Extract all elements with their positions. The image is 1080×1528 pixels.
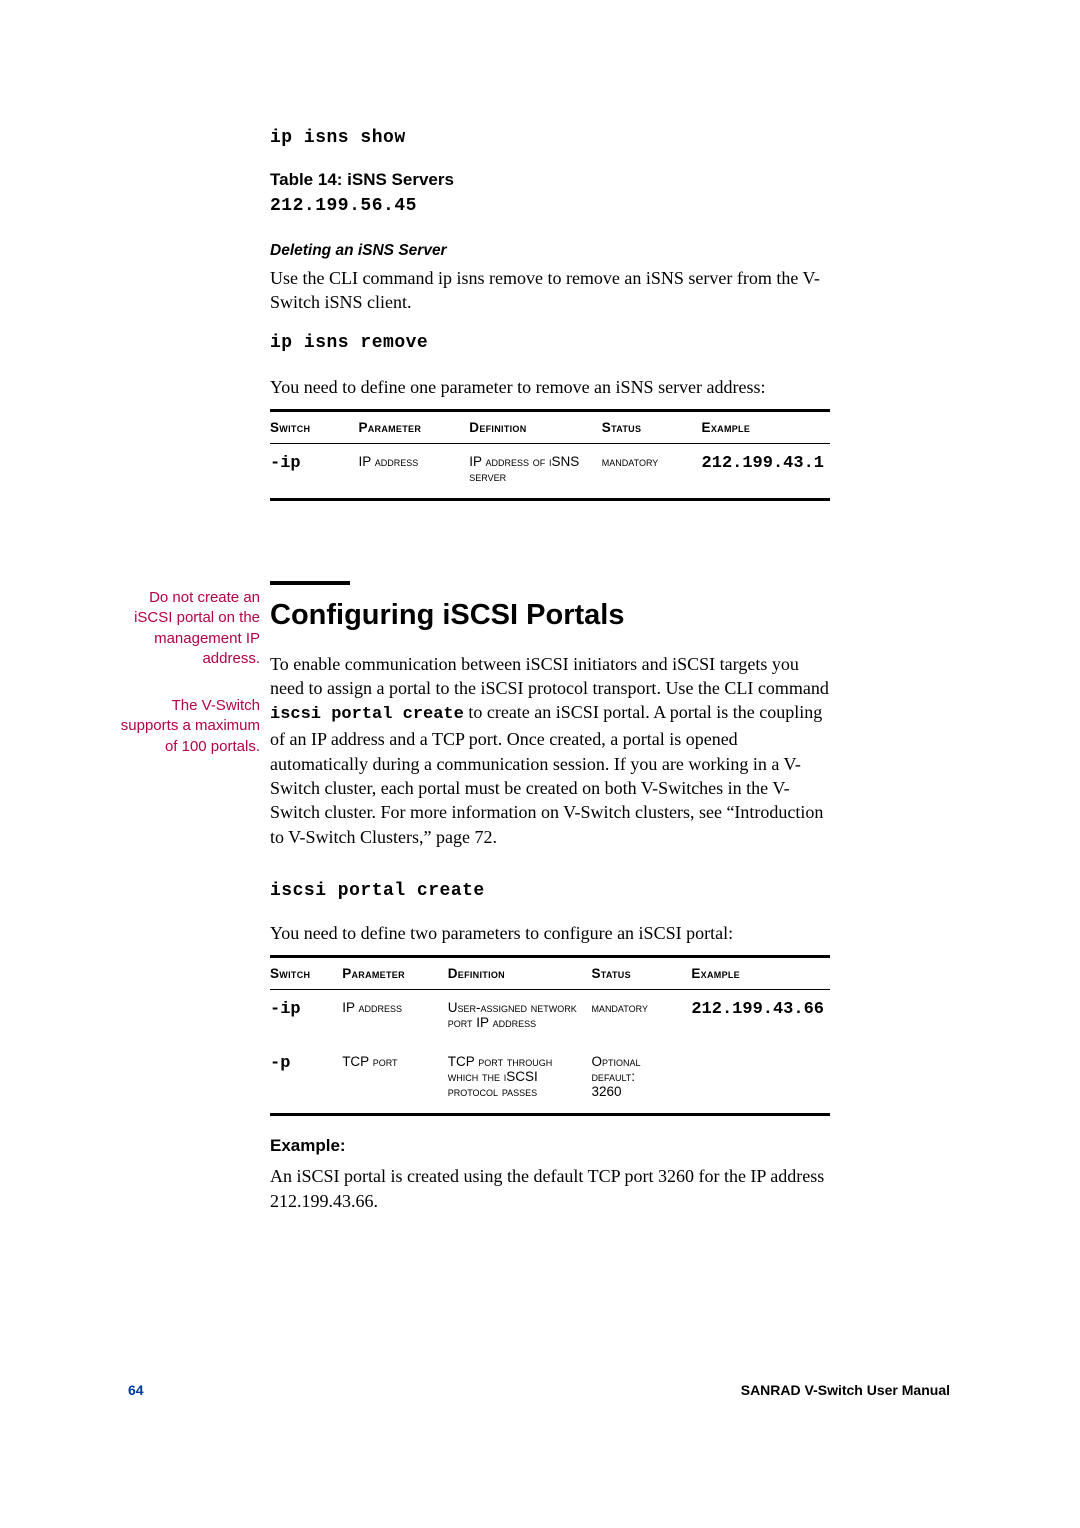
cell-switch: -ip [270,443,358,499]
cell-parameter: TCP port [342,1044,448,1115]
col-parameter: Parameter [342,957,448,990]
table-row: -ip IP address IP address of iSNS server… [270,443,830,499]
page: ip isns show Table 14: iSNS Servers 212.… [0,0,1080,1528]
main-content: ip isns show Table 14: iSNS Servers 212.… [270,128,830,1213]
cell-definition: User-assigned network port IP address [448,990,592,1045]
col-status: Status [591,957,691,990]
col-definition: Definition [448,957,592,990]
col-status: Status [602,410,702,443]
deleting-isns-para2: You need to define one parameter to remo… [270,375,830,399]
col-definition: Definition [469,410,602,443]
cell-definition: IP address of iSNS server [469,443,602,499]
param-table-isns-remove: Switch Parameter Definition Status Examp… [270,409,830,501]
cli-iscsi-portal-create: iscsi portal create [270,881,830,901]
section-para2: You need to define two parameters to con… [270,921,830,945]
page-footer: 64 SANRAD V-Switch User Manual [128,1382,950,1398]
cell-parameter: IP address [358,443,469,499]
cell-parameter: IP address [342,990,448,1045]
cell-status: Optional default: 3260 [591,1044,691,1115]
table14-value: 212.199.56.45 [270,196,830,216]
table-row: -p TCP port TCP port through which the i… [270,1044,830,1115]
cli-ip-isns-remove: ip isns remove [270,333,830,353]
cell-example: 212.199.43.1 [702,443,830,499]
table14-caption: Table 14: iSNS Servers [270,170,830,190]
cell-example [691,1044,830,1115]
status-line1: Optional [591,1054,640,1069]
table-row: -ip IP address User-assigned network por… [270,990,830,1045]
status-line2: default: [591,1069,635,1084]
example-label: Example: [270,1136,830,1156]
section-rule [270,581,350,585]
cell-switch: -ip [270,990,342,1045]
col-example: Example [702,410,830,443]
section-title: Configuring iSCSI Portals [270,599,830,632]
col-parameter: Parameter [358,410,469,443]
section-para1: To enable communication between iSCSI in… [270,652,830,849]
cell-definition: TCP port through which the iSCSI protoco… [448,1044,592,1115]
param-table-iscsi-portal: Switch Parameter Definition Status Examp… [270,955,830,1116]
col-switch: Switch [270,410,358,443]
cli-ip-isns-show: ip isns show [270,128,830,148]
table-header-row: Switch Parameter Definition Status Examp… [270,410,830,443]
cell-status: mandatory [591,990,691,1045]
cell-status: mandatory [602,443,702,499]
margin-note-1: Do not create an iSCSI portal on the man… [120,588,260,669]
cli-iscsi-portal-create-inline: iscsi portal create [270,705,464,724]
margin-note-2: The V-Switch supports a maximum of 100 p… [120,696,260,757]
section-para1-pre: To enable communication between iSCSI in… [270,654,829,698]
status-line3: 3260 [591,1084,621,1099]
col-example: Example [691,957,830,990]
doc-title: SANRAD V-Switch User Manual [741,1382,950,1398]
page-number: 64 [128,1382,144,1398]
example-text: An iSCSI portal is created using the def… [270,1164,830,1213]
deleting-isns-heading: Deleting an iSNS Server [270,242,830,260]
col-switch: Switch [270,957,342,990]
table-header-row: Switch Parameter Definition Status Examp… [270,957,830,990]
cell-example: 212.199.43.66 [691,990,830,1045]
cell-switch: -p [270,1044,342,1115]
deleting-isns-para: Use the CLI command ip isns remove to re… [270,266,830,315]
